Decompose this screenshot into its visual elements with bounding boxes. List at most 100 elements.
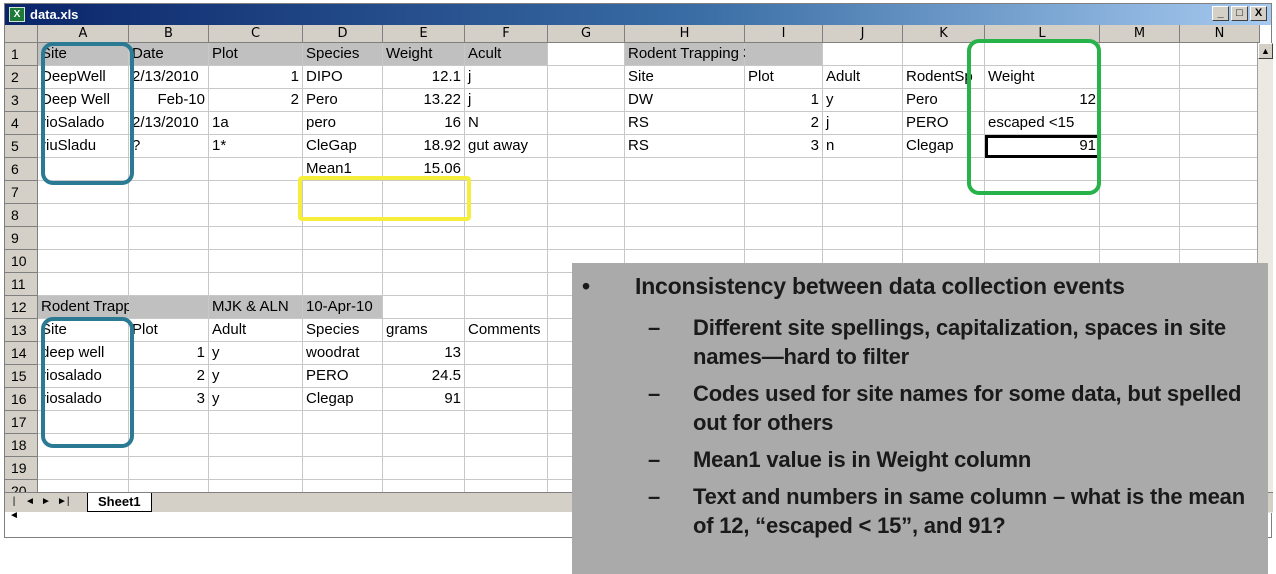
cell-c19[interactable]: [209, 457, 303, 480]
cell-a14[interactable]: deep well: [38, 342, 129, 365]
cell-d6[interactable]: Mean1: [303, 158, 383, 181]
cell-f3[interactable]: j: [465, 89, 548, 112]
cell-d17[interactable]: [303, 411, 383, 434]
column-header-a[interactable]: A: [38, 25, 129, 43]
cell-c17[interactable]: [209, 411, 303, 434]
cell-h6[interactable]: [625, 158, 745, 181]
row-header[interactable]: 17: [5, 411, 38, 434]
row-header[interactable]: 5: [5, 135, 38, 158]
cell-b9[interactable]: [129, 227, 209, 250]
cell-l9[interactable]: [985, 227, 1100, 250]
cell-a12[interactable]: Rodent Trapping: [38, 296, 152, 319]
cell-c10[interactable]: [209, 250, 303, 273]
cell-f5[interactable]: gut away: [465, 135, 548, 158]
column-header-c[interactable]: C: [209, 25, 303, 43]
cell-j7[interactable]: [823, 181, 903, 204]
cell-e9[interactable]: [383, 227, 465, 250]
scroll-up-arrow-icon[interactable]: ▲: [1258, 43, 1273, 59]
column-header-d[interactable]: D: [303, 25, 383, 43]
cell-b7[interactable]: [129, 181, 209, 204]
cell-e13[interactable]: grams: [383, 319, 465, 342]
cell-b14[interactable]: 1: [129, 342, 209, 365]
cell-d9[interactable]: [303, 227, 383, 250]
cell-b17[interactable]: [129, 411, 209, 434]
cell-l8[interactable]: [985, 204, 1100, 227]
cell-d16[interactable]: Clegap: [303, 388, 383, 411]
cell-f8[interactable]: [465, 204, 548, 227]
cell-c15[interactable]: y: [209, 365, 303, 388]
cell-a19[interactable]: [38, 457, 129, 480]
cell-d11[interactable]: [303, 273, 383, 296]
cell-b19[interactable]: [129, 457, 209, 480]
cell-l3[interactable]: 12: [985, 89, 1100, 112]
cell-m4[interactable]: [1100, 112, 1180, 135]
cell-i2[interactable]: Plot: [745, 66, 823, 89]
cell-i9[interactable]: [745, 227, 823, 250]
cell-d2[interactable]: DIPO: [303, 66, 383, 89]
column-header-l[interactable]: L: [985, 25, 1100, 43]
cell-b6[interactable]: [129, 158, 209, 181]
cell-g8[interactable]: [548, 204, 625, 227]
select-all-corner[interactable]: [5, 25, 38, 43]
prev-sheet-icon[interactable]: ◄: [25, 496, 35, 507]
cell-n6[interactable]: [1180, 158, 1260, 181]
cell-d18[interactable]: [303, 434, 383, 457]
cell-l1[interactable]: [985, 43, 1100, 66]
cell-k6[interactable]: [903, 158, 985, 181]
cell-f15[interactable]: [465, 365, 548, 388]
cell-h1[interactable]: Rodent Trapping 3/15/2010: [625, 43, 810, 66]
row-header[interactable]: 4: [5, 112, 38, 135]
cell-n3[interactable]: [1180, 89, 1260, 112]
cell-c11[interactable]: [209, 273, 303, 296]
cell-b12[interactable]: [129, 296, 209, 319]
cell-n4[interactable]: [1180, 112, 1260, 135]
maximize-button[interactable]: □: [1231, 6, 1248, 21]
row-header[interactable]: 7: [5, 181, 38, 204]
cell-h5[interactable]: RS: [625, 135, 745, 158]
cell-h9[interactable]: [625, 227, 745, 250]
cell-a6[interactable]: [38, 158, 129, 181]
cell-n5[interactable]: [1180, 135, 1260, 158]
cell-a7[interactable]: [38, 181, 129, 204]
row-header[interactable]: 11: [5, 273, 38, 296]
cell-m7[interactable]: [1100, 181, 1180, 204]
cell-h7[interactable]: [625, 181, 745, 204]
cell-i8[interactable]: [745, 204, 823, 227]
cell-j1[interactable]: [823, 43, 903, 66]
cell-e14[interactable]: 13: [383, 342, 465, 365]
cell-d14[interactable]: woodrat: [303, 342, 383, 365]
cell-b13[interactable]: Plot: [129, 319, 209, 342]
cell-b18[interactable]: [129, 434, 209, 457]
cell-d13[interactable]: Species: [303, 319, 383, 342]
column-header-e[interactable]: E: [383, 25, 465, 43]
row-header[interactable]: 1: [5, 43, 38, 66]
row-header[interactable]: 2: [5, 66, 38, 89]
cell-j4[interactable]: j: [823, 112, 903, 135]
cell-g6[interactable]: [548, 158, 625, 181]
cell-b3[interactable]: Feb-10: [129, 89, 209, 112]
cell-e4[interactable]: 16: [383, 112, 465, 135]
cell-e7[interactable]: [383, 181, 465, 204]
cell-m2[interactable]: [1100, 66, 1180, 89]
cell-i7[interactable]: [745, 181, 823, 204]
cell-e10[interactable]: [383, 250, 465, 273]
cell-f17[interactable]: [465, 411, 548, 434]
cell-b10[interactable]: [129, 250, 209, 273]
row-header[interactable]: 14: [5, 342, 38, 365]
cell-n7[interactable]: [1180, 181, 1260, 204]
cell-b4[interactable]: 2/13/2010: [129, 112, 209, 135]
cell-e6[interactable]: 15.06: [383, 158, 465, 181]
cell-e17[interactable]: [383, 411, 465, 434]
row-header[interactable]: 10: [5, 250, 38, 273]
cell-b1[interactable]: Date: [129, 43, 209, 66]
cell-e2[interactable]: 12.1: [383, 66, 465, 89]
column-header-j[interactable]: J: [823, 25, 903, 43]
cell-d4[interactable]: pero: [303, 112, 383, 135]
row-header[interactable]: 9: [5, 227, 38, 250]
first-sheet-icon[interactable]: |◄: [9, 496, 19, 521]
cell-m3[interactable]: [1100, 89, 1180, 112]
cell-b8[interactable]: [129, 204, 209, 227]
cell-e18[interactable]: [383, 434, 465, 457]
cell-a18[interactable]: [38, 434, 129, 457]
cell-d15[interactable]: PERO: [303, 365, 383, 388]
